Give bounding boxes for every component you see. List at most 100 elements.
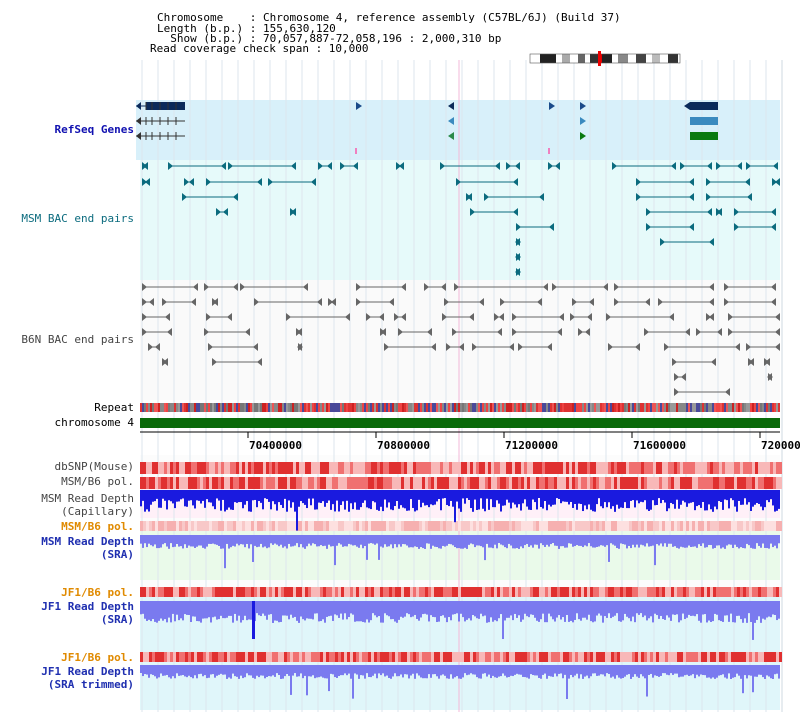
heat-cell: [698, 462, 701, 474]
heat-cell: [743, 652, 746, 662]
heat-cell: [230, 462, 233, 474]
repeat-segment: [646, 403, 648, 412]
heat-cell: [326, 587, 329, 597]
depth-bar: [458, 535, 460, 549]
heat-cell: [251, 477, 254, 489]
repeat-segment: [584, 403, 586, 412]
heat-cell: [140, 652, 143, 662]
repeat-segment: [640, 403, 642, 412]
depth-bar: [224, 535, 226, 569]
depth-bar: [396, 665, 398, 677]
depth-bar: [510, 665, 512, 676]
depth-bar: [194, 665, 196, 676]
heat-cell: [254, 462, 257, 474]
heat-cell: [314, 587, 317, 597]
track-label-msm-bac[interactable]: MSM BAC end pairs: [21, 212, 134, 225]
bac-end: [746, 162, 751, 170]
heat-cell: [329, 462, 332, 474]
heat-cell: [158, 477, 161, 489]
bac-end: [728, 313, 733, 321]
depth-bar: [416, 535, 418, 547]
bac-end: [213, 298, 218, 306]
track-label-b6n-bac[interactable]: B6N BAC end pairs: [21, 333, 134, 346]
depth-bar: [412, 665, 414, 674]
depth-bar: [716, 601, 718, 615]
depth-bar: [576, 535, 578, 546]
heat-cell: [668, 587, 671, 597]
heat-cell: [731, 587, 734, 597]
heat-cell: [299, 587, 302, 597]
bac-end: [724, 283, 729, 291]
depth-bar: [498, 601, 500, 619]
bac-end: [745, 178, 750, 186]
depth-bar: [168, 665, 170, 678]
heat-cell: [155, 477, 158, 489]
depth-bar: [728, 490, 730, 509]
heat-cell: [410, 652, 413, 662]
depth-bar: [448, 601, 450, 618]
depth-bar: [648, 601, 650, 619]
repeat-segment: [484, 403, 486, 412]
depth-bar: [414, 665, 416, 679]
depth-bar: [530, 601, 532, 615]
repeat-segment: [210, 403, 212, 412]
heat-cell: [626, 521, 629, 531]
heat-cell: [146, 462, 149, 474]
depth-bar: [710, 490, 712, 510]
ideogram-band: [578, 54, 585, 63]
depth-bar: [342, 665, 344, 676]
heat-cell: [338, 587, 341, 597]
heat-cell: [653, 521, 656, 531]
depth-bar: [238, 535, 240, 546]
heat-cell: [419, 521, 422, 531]
heat-cell: [428, 462, 431, 474]
repeat-segment: [674, 403, 676, 412]
heat-cell: [623, 462, 626, 474]
heat-cell: [554, 477, 557, 489]
depth-bar: [362, 665, 364, 676]
depth-bar: [340, 665, 342, 676]
heat-cell: [272, 477, 275, 489]
heat-cell: [590, 477, 593, 489]
depth-bar: [180, 601, 182, 619]
heat-cell: [281, 477, 284, 489]
repeat-segment: [778, 403, 780, 412]
repeat-segment: [730, 403, 732, 412]
heat-cell: [695, 587, 698, 597]
heat-cell: [380, 652, 383, 662]
bac-end: [707, 162, 712, 170]
heat-cell: [680, 587, 683, 597]
depth-bar: [534, 490, 536, 503]
repeat-segment: [286, 403, 288, 412]
depth-bar: [390, 665, 392, 679]
bac-end: [775, 328, 780, 336]
depth-bar: [160, 490, 162, 508]
depth-bar: [470, 601, 472, 621]
depth-bar: [246, 535, 248, 544]
heat-cell: [695, 462, 698, 474]
bac-end: [318, 162, 323, 170]
depth-bar: [268, 665, 270, 677]
depth-bar: [740, 665, 742, 679]
depth-bar: [486, 535, 488, 544]
depth-bar: [686, 601, 688, 618]
depth-bar: [330, 490, 332, 510]
depth-bar: [176, 601, 178, 615]
depth-bar: [362, 535, 364, 549]
depth-bar: [464, 535, 466, 548]
ideogram-band: [652, 54, 660, 63]
depth-bar: [484, 490, 486, 512]
depth-bar: [148, 535, 150, 544]
heat-cell: [260, 587, 263, 597]
heat-cell: [716, 652, 719, 662]
bac-end: [549, 223, 554, 231]
heat-cell: [416, 477, 419, 489]
depth-bar: [522, 665, 524, 677]
depth-bar: [466, 665, 468, 676]
track-label-refseq[interactable]: RefSeq Genes: [54, 123, 134, 136]
repeat-segment: [148, 403, 150, 412]
depth-bar: [200, 535, 202, 546]
heat-cell: [341, 521, 344, 531]
depth-bar: [542, 601, 544, 614]
